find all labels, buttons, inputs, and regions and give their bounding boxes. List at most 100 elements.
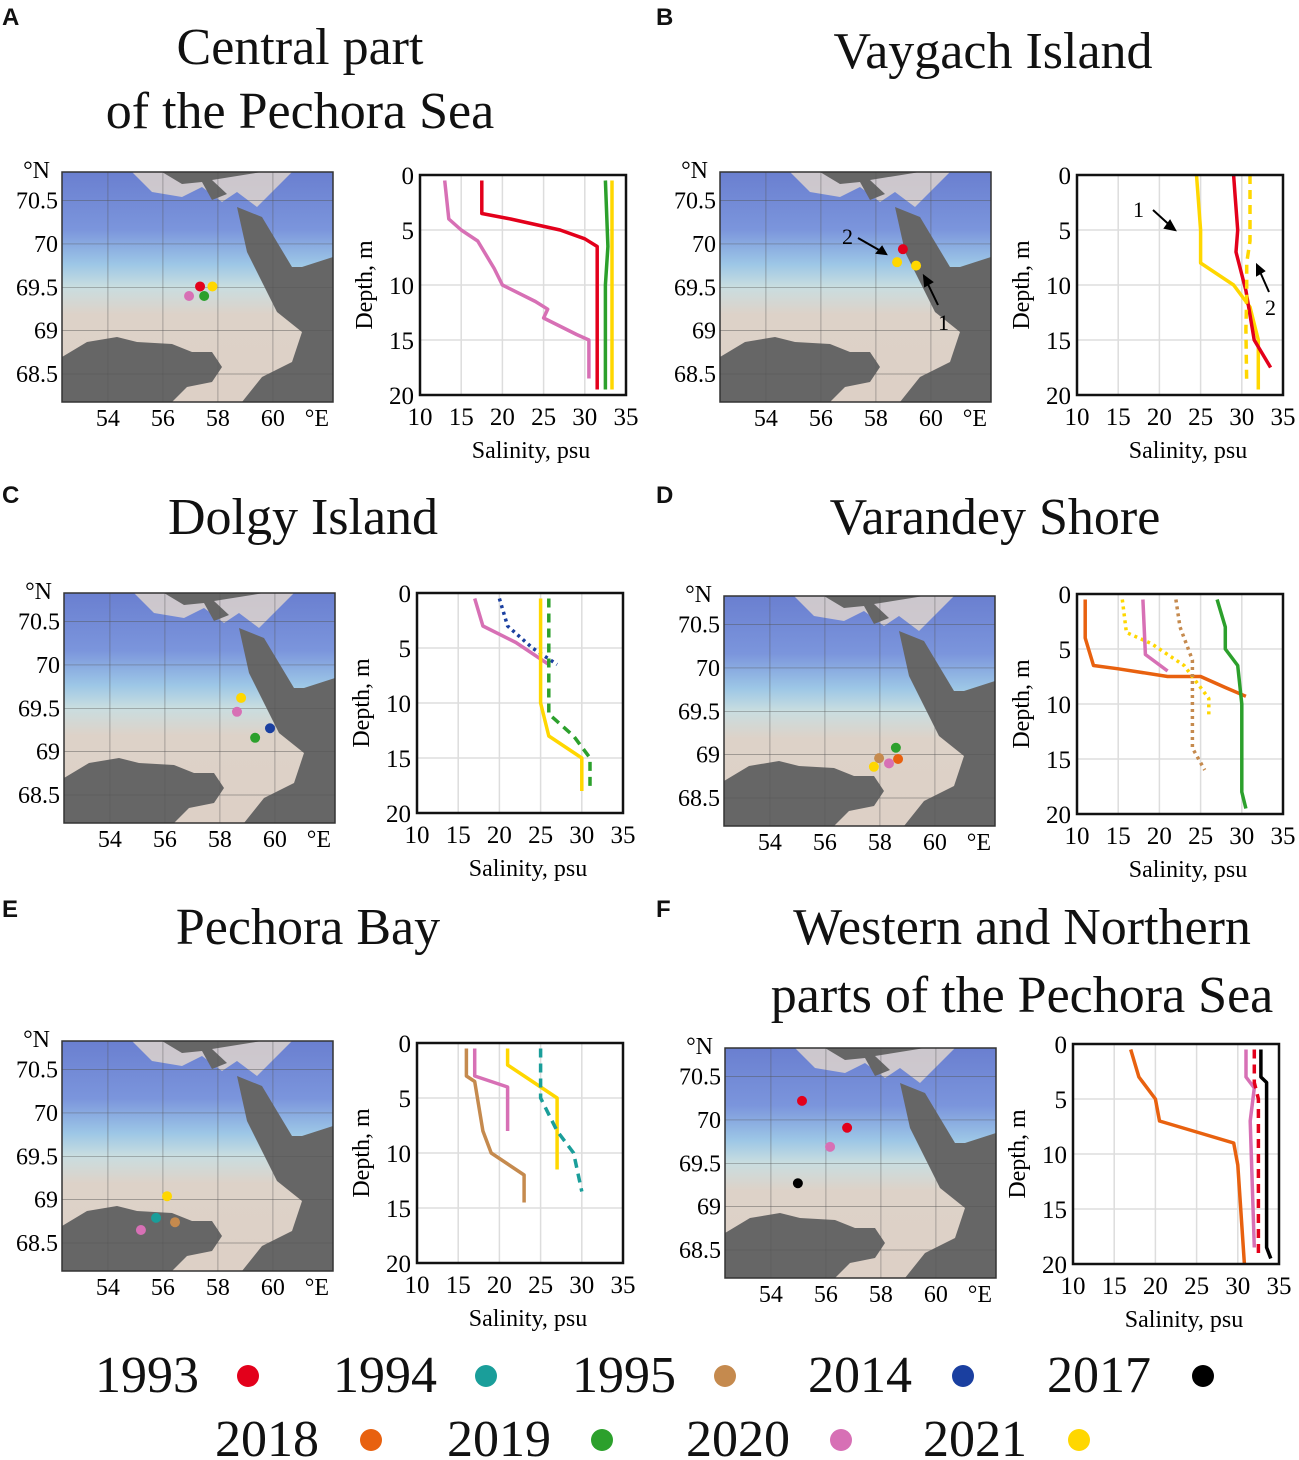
lon-tick: 54 (759, 1282, 783, 1308)
lat-tick: 68.5 (679, 1238, 721, 1264)
station-1993 (195, 281, 206, 292)
panel-title: Western and Northern (793, 899, 1251, 956)
lon-tick: 60 (261, 1275, 285, 1301)
station-2019 (199, 290, 210, 301)
lat-unit: °N (23, 1027, 50, 1053)
arrow-icon (857, 237, 888, 256)
land-vaygach-yugorsky (895, 207, 991, 402)
lon-unit: °E (968, 1282, 992, 1308)
x-tick-label: 30 (569, 822, 594, 849)
panel-title: Varandey Shore (829, 489, 1161, 546)
y-tick-label: 0 (399, 1031, 412, 1058)
x-tick-label: 20 (1147, 404, 1172, 431)
station-2021 (236, 692, 247, 703)
lat-tick: 70 (696, 656, 720, 682)
land-vaygach-yugorsky (237, 1076, 333, 1271)
station-1995 (874, 753, 885, 764)
x-tick-label: 20 (487, 822, 512, 849)
station-map: 54 56 58 60 °E 70.5 70 69.5 69 68.5 °N (16, 1027, 334, 1301)
lat-tick: 70.5 (678, 613, 720, 639)
land-novaya-zemlya (755, 1048, 925, 1076)
y-tick-label: 10 (389, 273, 414, 300)
lon-tick: 56 (153, 827, 177, 853)
salinity-profile-chart: 10 15 20 25 30 35 0 5 10 15 20 Salinity, psu Depth, … (1009, 582, 1296, 883)
lon-tick: 54 (98, 827, 122, 853)
lon-tick: 58 (206, 406, 230, 432)
lon-tick: 60 (919, 406, 943, 432)
y-tick-label: 0 (1059, 582, 1072, 609)
legend-year: 1994 (333, 1347, 437, 1404)
x-tick-label: 35 (1271, 823, 1296, 850)
lon-tick: 56 (809, 406, 833, 432)
x-tick-label: 10 (1065, 823, 1090, 850)
y-tick-label: 10 (1046, 692, 1071, 719)
y-tick-label: 0 (402, 163, 415, 190)
lat-tick: 69.5 (16, 275, 58, 301)
lat-tick: 68.5 (16, 1231, 58, 1257)
x-tick-label: 25 (528, 1272, 553, 1299)
station-map: 54 56 58 60 °E 70.5 70 69.5 69 68.5 °N (16, 158, 334, 432)
station-2018 (893, 753, 904, 764)
lat-tick: 69 (34, 1188, 58, 1214)
profile-line-2019 (603, 180, 610, 390)
lon-tick: 60 (263, 827, 287, 853)
lon-tick: 54 (96, 1275, 120, 1301)
lat-tick: 70.5 (16, 189, 58, 215)
y-tick-label: 0 (1059, 163, 1072, 190)
profile-line-2020 (1244, 1049, 1257, 1248)
x-tick-label: 30 (569, 1272, 594, 1299)
x-tick-label: 35 (611, 822, 636, 849)
station-1993 (842, 1122, 853, 1133)
x-tick-label: 30 (1229, 404, 1254, 431)
y-tick-label: 20 (389, 383, 414, 410)
x-tick-label: 20 (1147, 823, 1172, 850)
x-tick-label: 15 (446, 1272, 471, 1299)
panel-title: of the Pechora Sea (105, 83, 495, 140)
y-tick-label: 20 (386, 801, 411, 828)
profile-line-2018 (1129, 1048, 1247, 1265)
lat-tick: 70.5 (679, 1065, 721, 1091)
station-2014 (264, 723, 275, 734)
y-tick-label: 10 (1046, 273, 1071, 300)
land-vaygach-yugorsky (900, 1083, 996, 1278)
legend-marker-2017 (1192, 1365, 1214, 1387)
station-2021 (911, 260, 922, 271)
station-2021 (892, 257, 903, 268)
lat-unit: °N (686, 1034, 713, 1060)
y-tick-label: 5 (402, 218, 415, 245)
land-vaygach-yugorsky (239, 628, 335, 823)
lat-tick: 70.5 (674, 189, 716, 215)
profile-line-2020 (473, 597, 550, 666)
y-tick-label: 5 (399, 1086, 412, 1113)
station-2021 (868, 761, 879, 772)
lat-tick: 69.5 (16, 1144, 58, 1170)
lon-tick: 58 (864, 406, 888, 432)
legend-marker-1995 (714, 1365, 736, 1387)
map-annotation: 2 (842, 224, 853, 249)
lon-tick: 60 (924, 1282, 948, 1308)
panel-letter: A (2, 4, 20, 31)
panel-title: Central part (176, 19, 424, 76)
lon-tick: 58 (208, 827, 232, 853)
station-2021 (162, 1191, 173, 1202)
y-tick-label: 20 (386, 1251, 411, 1278)
lat-tick: 69.5 (18, 696, 60, 722)
legend-year: 2019 (447, 1411, 551, 1460)
x-tick-label: 15 (1106, 823, 1131, 850)
lat-tick: 68.5 (16, 362, 58, 388)
x-tick-label: 15 (1106, 404, 1131, 431)
lon-tick: 58 (869, 1282, 893, 1308)
lat-unit: °N (25, 579, 52, 605)
y-axis-label: Depth, m (1009, 240, 1035, 330)
lon-unit: °E (307, 827, 331, 853)
salinity-profile-chart: 10 15 20 25 30 35 0 5 10 15 20 Salinity, psu Depth, … (349, 1031, 636, 1332)
profile-line-2021 (1194, 174, 1261, 390)
y-tick-label: 10 (1042, 1142, 1067, 1169)
legend-marker-2020 (830, 1429, 852, 1451)
panel-letter: B (656, 4, 674, 31)
x-tick-label: 20 (490, 404, 515, 431)
lat-tick: 70 (692, 232, 716, 258)
panel-letter: F (656, 896, 671, 923)
lon-tick: 60 (261, 406, 285, 432)
x-tick-label: 20 (487, 1272, 512, 1299)
